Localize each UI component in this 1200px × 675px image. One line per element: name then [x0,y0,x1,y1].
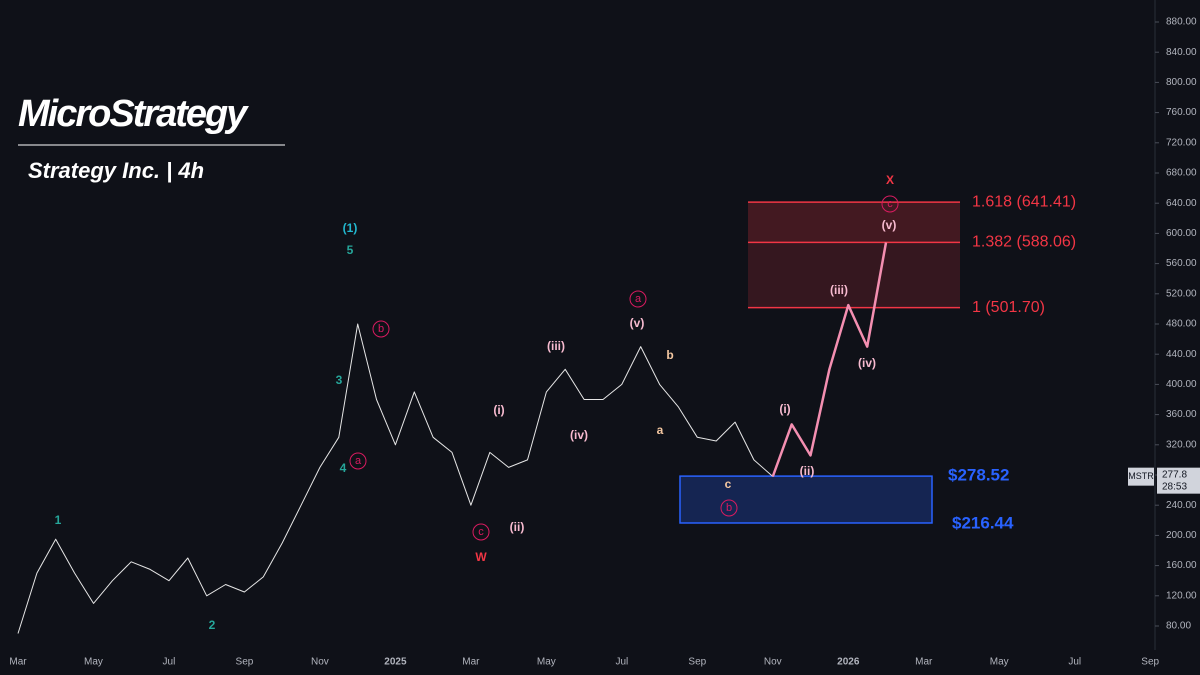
target-zone [679,475,933,524]
fib-zone-upper [748,202,960,243]
y-tick-label: 720.00 [1166,137,1197,148]
x-tick-label: May [990,657,1009,668]
wave-label: W [475,550,487,564]
wave-label: 5 [347,243,354,257]
zone-bottom-label: $216.44 [952,513,1014,532]
subtitle: Strategy Inc. | 4h [28,158,204,183]
y-tick-label: 520.00 [1166,288,1197,299]
price-tag-value: 277.8 [1162,469,1187,480]
x-tick-label: Sep [1141,657,1159,668]
wave-circle [349,452,367,470]
price-tag-symbol: MSTR [1128,471,1154,481]
wave-label: 1 [55,513,62,527]
wave-label: (ii) [510,520,525,534]
y-tick-label: 880.00 [1166,17,1197,28]
y-tick-label: 120.00 [1166,590,1197,601]
y-tick-label: 680.00 [1166,168,1197,179]
fib-label: 1.382 (588.06) [972,234,1076,251]
y-tick-label: 440.00 [1166,349,1197,360]
wave-circle [720,499,738,517]
x-tick-label: Mar [915,657,933,668]
price-tag-box [1128,467,1154,486]
x-tick-label: Nov [764,657,782,668]
y-tick-label: 360.00 [1166,409,1197,420]
wave-label: (v) [882,218,897,232]
price-line [17,323,774,634]
wave-label: b [666,348,673,362]
wave-label: c [725,477,732,491]
wave-label: a [355,455,362,467]
wave-label: b [726,502,732,514]
projection-line [771,242,888,477]
wave-label: (i) [779,402,790,416]
x-tick-label: May [84,657,103,668]
x-tick-label: Jul [163,657,176,668]
wave-label: a [657,423,664,437]
fib-label: 1.618 (641.41) [972,193,1076,210]
zone-top-label: $278.52 [948,466,1009,485]
x-tick-label: Sep [236,657,254,668]
y-tick-label: 80.00 [1166,621,1191,632]
logo: MicroStrategy [18,93,249,135]
wave-label: X [886,173,894,187]
wave-label: (iii) [830,283,848,297]
wave-label: c [478,526,484,538]
x-tick-label: 2025 [384,657,407,668]
wave-label: 2 [209,618,216,632]
y-tick-label: 840.00 [1166,47,1197,58]
wave-label: a [635,293,642,305]
wave-label: (v) [630,316,645,330]
wave-label: (1) [343,221,358,235]
fib-label: 1 (501.70) [972,299,1045,316]
fib-zone [748,202,960,308]
y-tick-label: 400.00 [1166,379,1197,390]
x-tick-label: Sep [688,657,706,668]
wave-label: (i) [493,403,504,417]
y-tick-label: 200.00 [1166,530,1197,541]
wave-label: b [378,323,384,335]
x-tick-label: 2026 [837,657,860,668]
wave-label: (iii) [547,339,565,353]
price-tag-countdown: 28:53 [1162,481,1187,492]
y-tick-label: 800.00 [1166,77,1197,88]
price-tag-value-box [1157,467,1200,494]
y-tick-label: 640.00 [1166,198,1197,209]
x-tick-label: Jul [615,657,628,668]
y-tick-label: 560.00 [1166,258,1197,269]
wave-circle [372,320,390,338]
x-tick-label: Jul [1068,657,1081,668]
y-tick-label: 600.00 [1166,228,1197,239]
y-tick-label: 320.00 [1166,439,1197,450]
x-tick-label: May [537,657,556,668]
wave-circle [881,195,899,213]
wave-label: (iv) [570,428,588,442]
x-tick-label: Nov [311,657,329,668]
wave-label: (ii) [800,464,815,478]
wave-label: (iv) [858,356,876,370]
wave-label: 3 [336,373,343,387]
y-tick-label: 480.00 [1166,319,1197,330]
y-tick-label: 760.00 [1166,107,1197,118]
y-tick-label: 240.00 [1166,500,1197,511]
x-tick-label: Mar [9,657,27,668]
wave-circle [629,290,647,308]
wave-label: c [887,198,893,210]
wave-label: 4 [340,461,347,475]
wave-circle [472,523,490,541]
x-tick-label: Mar [462,657,480,668]
y-tick-label: 160.00 [1166,560,1197,571]
